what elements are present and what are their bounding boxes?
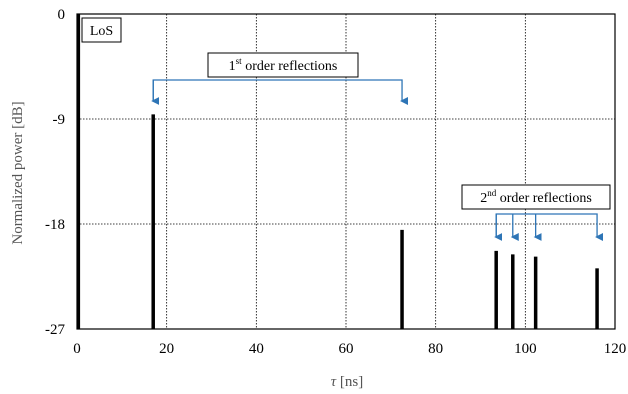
x-tick-label: 40 <box>249 341 264 357</box>
x-tick-label: 0 <box>73 341 81 357</box>
y-axis-title: Normalized power [dB] <box>10 101 26 244</box>
x-tick-label: 100 <box>514 341 537 357</box>
x-axis-symbol: τ <box>331 374 337 390</box>
x-tick-label: 80 <box>428 341 443 357</box>
y-tick-label: 0 <box>58 7 66 23</box>
bars <box>76 14 599 329</box>
x-axis-unit: [ns] <box>336 374 363 390</box>
first-order-annotation: 1st order reflections <box>151 52 409 105</box>
second-order-label: 2nd order reflections <box>480 188 592 206</box>
y-tick-label: -27 <box>45 322 65 338</box>
second-order-annotation: 2nd order reflections <box>461 184 611 241</box>
x-tick-label: 60 <box>339 341 354 357</box>
first-order-label: 1st order reflections <box>229 56 338 74</box>
first-order-bracket <box>152 79 409 105</box>
los-label-box: LoS <box>81 17 122 43</box>
second-order-bracket <box>495 213 604 241</box>
x-tick-label: 120 <box>604 341 627 357</box>
y-tick-label: -18 <box>45 217 65 233</box>
y-tick-label: -9 <box>53 112 66 128</box>
los-label: LoS <box>90 24 113 39</box>
plot-frame <box>76 13 616 330</box>
tick-labels: 0 20 40 60 80 100 120 0 -9 -18 -27 <box>45 7 626 357</box>
x-axis-title: τ [ns] <box>331 374 363 390</box>
x-tick-label: 20 <box>159 341 174 357</box>
